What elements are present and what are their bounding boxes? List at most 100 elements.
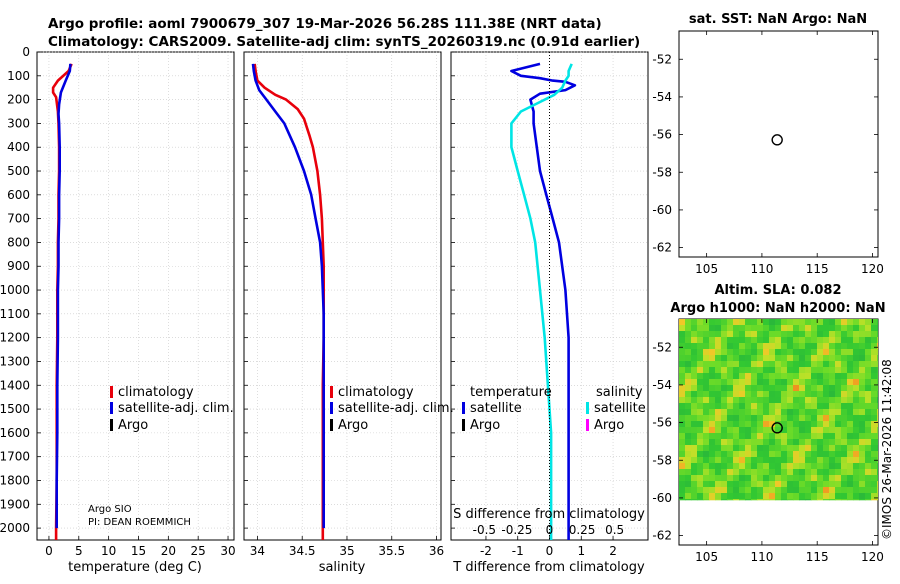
sla-cell bbox=[751, 385, 758, 392]
sla-cell bbox=[823, 493, 830, 500]
sla-cell bbox=[703, 385, 710, 392]
legend-marker-climatology bbox=[110, 386, 113, 398]
secondary-x-tick-label: 0.25 bbox=[569, 523, 596, 537]
sla-cell bbox=[853, 427, 860, 434]
sla-cell bbox=[751, 463, 758, 470]
sla-cell bbox=[757, 331, 764, 338]
sla-cell bbox=[679, 373, 686, 380]
sla-cell bbox=[769, 463, 776, 470]
sla-cell bbox=[805, 391, 812, 398]
sla-cell bbox=[775, 379, 782, 386]
sla-cell bbox=[703, 427, 710, 434]
sla-cell bbox=[847, 403, 854, 410]
sla-cell bbox=[841, 379, 848, 386]
legend-label-argo: Argo bbox=[118, 418, 148, 433]
sla-cell bbox=[799, 403, 806, 410]
sla-cell bbox=[757, 403, 764, 410]
sla-cell bbox=[697, 451, 704, 458]
sla-cell bbox=[871, 421, 878, 428]
sla-cell bbox=[877, 493, 878, 500]
sla-cell bbox=[835, 355, 842, 362]
sla-cell bbox=[733, 475, 740, 482]
sla-cell bbox=[721, 493, 728, 500]
sla-cell bbox=[865, 355, 872, 362]
sla-cell bbox=[739, 361, 746, 368]
sla-cell bbox=[811, 379, 818, 386]
sla-cell bbox=[793, 475, 800, 482]
sla-cell bbox=[847, 343, 854, 350]
sla-cell bbox=[721, 439, 728, 446]
sla-cell bbox=[817, 463, 824, 470]
sla-cell bbox=[685, 427, 692, 434]
sla-cell bbox=[811, 361, 818, 368]
sla-cell bbox=[877, 337, 878, 344]
sla-cell bbox=[865, 409, 872, 416]
sla-cell bbox=[709, 463, 716, 470]
sla-cell bbox=[853, 463, 860, 470]
sla-cell bbox=[823, 379, 830, 386]
sla-cell bbox=[817, 415, 824, 422]
sla-cell bbox=[763, 439, 770, 446]
sla-cell bbox=[715, 349, 722, 356]
sla-cell bbox=[697, 487, 704, 494]
sla-cell bbox=[769, 499, 776, 501]
sla-cell bbox=[703, 451, 710, 458]
sla-cell bbox=[721, 409, 728, 416]
sla-cell bbox=[853, 325, 860, 332]
sla-cell bbox=[829, 349, 836, 356]
sla-cell bbox=[871, 475, 878, 482]
sla-cell bbox=[781, 475, 788, 482]
sla-cell bbox=[823, 463, 830, 470]
sla-cell bbox=[757, 493, 764, 500]
depth-tick-label: 700 bbox=[7, 212, 30, 226]
sla-cell bbox=[739, 439, 746, 446]
sla-cell bbox=[763, 337, 770, 344]
sla-cell bbox=[691, 319, 698, 326]
argo-position-marker bbox=[771, 134, 783, 146]
sla-cell bbox=[685, 409, 692, 416]
sla-cell bbox=[865, 475, 872, 482]
sla-cell bbox=[829, 331, 836, 338]
sla-cell bbox=[739, 367, 746, 374]
sla-cell bbox=[811, 499, 818, 501]
legend-marker-argo bbox=[110, 419, 113, 431]
depth-tick-label: 1600 bbox=[0, 426, 30, 440]
sla-cell bbox=[697, 481, 704, 488]
x-tick-label: 2 bbox=[609, 544, 617, 558]
sla-cell bbox=[679, 415, 686, 422]
sla-cell bbox=[799, 367, 806, 374]
sla-cell bbox=[739, 379, 746, 386]
sla-cell bbox=[823, 337, 830, 344]
sla-cell bbox=[865, 487, 872, 494]
sla-cell bbox=[829, 385, 836, 392]
sla-cell bbox=[787, 469, 794, 476]
sla-cell bbox=[691, 469, 698, 476]
sla-cell bbox=[679, 325, 686, 332]
sla-cell bbox=[805, 397, 812, 404]
sla-cell bbox=[823, 397, 830, 404]
sla-cell bbox=[757, 391, 764, 398]
sla-cell bbox=[871, 403, 878, 410]
sla-cell bbox=[769, 475, 776, 482]
sla-cell bbox=[805, 325, 812, 332]
sla-cell bbox=[733, 325, 740, 332]
sla-cell bbox=[745, 409, 752, 416]
sla-cell bbox=[697, 331, 704, 338]
sla-cell bbox=[727, 379, 734, 386]
sla-cell bbox=[739, 421, 746, 428]
sla-cell bbox=[745, 499, 752, 501]
sla-cell bbox=[811, 493, 818, 500]
sla-cell bbox=[847, 397, 854, 404]
sla-cell bbox=[721, 379, 728, 386]
sla-cell bbox=[727, 343, 734, 350]
sla-cell bbox=[775, 319, 782, 326]
sla-cell bbox=[835, 439, 842, 446]
sla-cell bbox=[751, 379, 758, 386]
map-y-tick-label: -62 bbox=[652, 241, 672, 255]
sla-heatmap bbox=[679, 319, 878, 501]
sla-cell bbox=[691, 481, 698, 488]
depth-tick-label: 0 bbox=[22, 45, 30, 59]
sla-cell bbox=[685, 451, 692, 458]
sla-cell bbox=[715, 391, 722, 398]
